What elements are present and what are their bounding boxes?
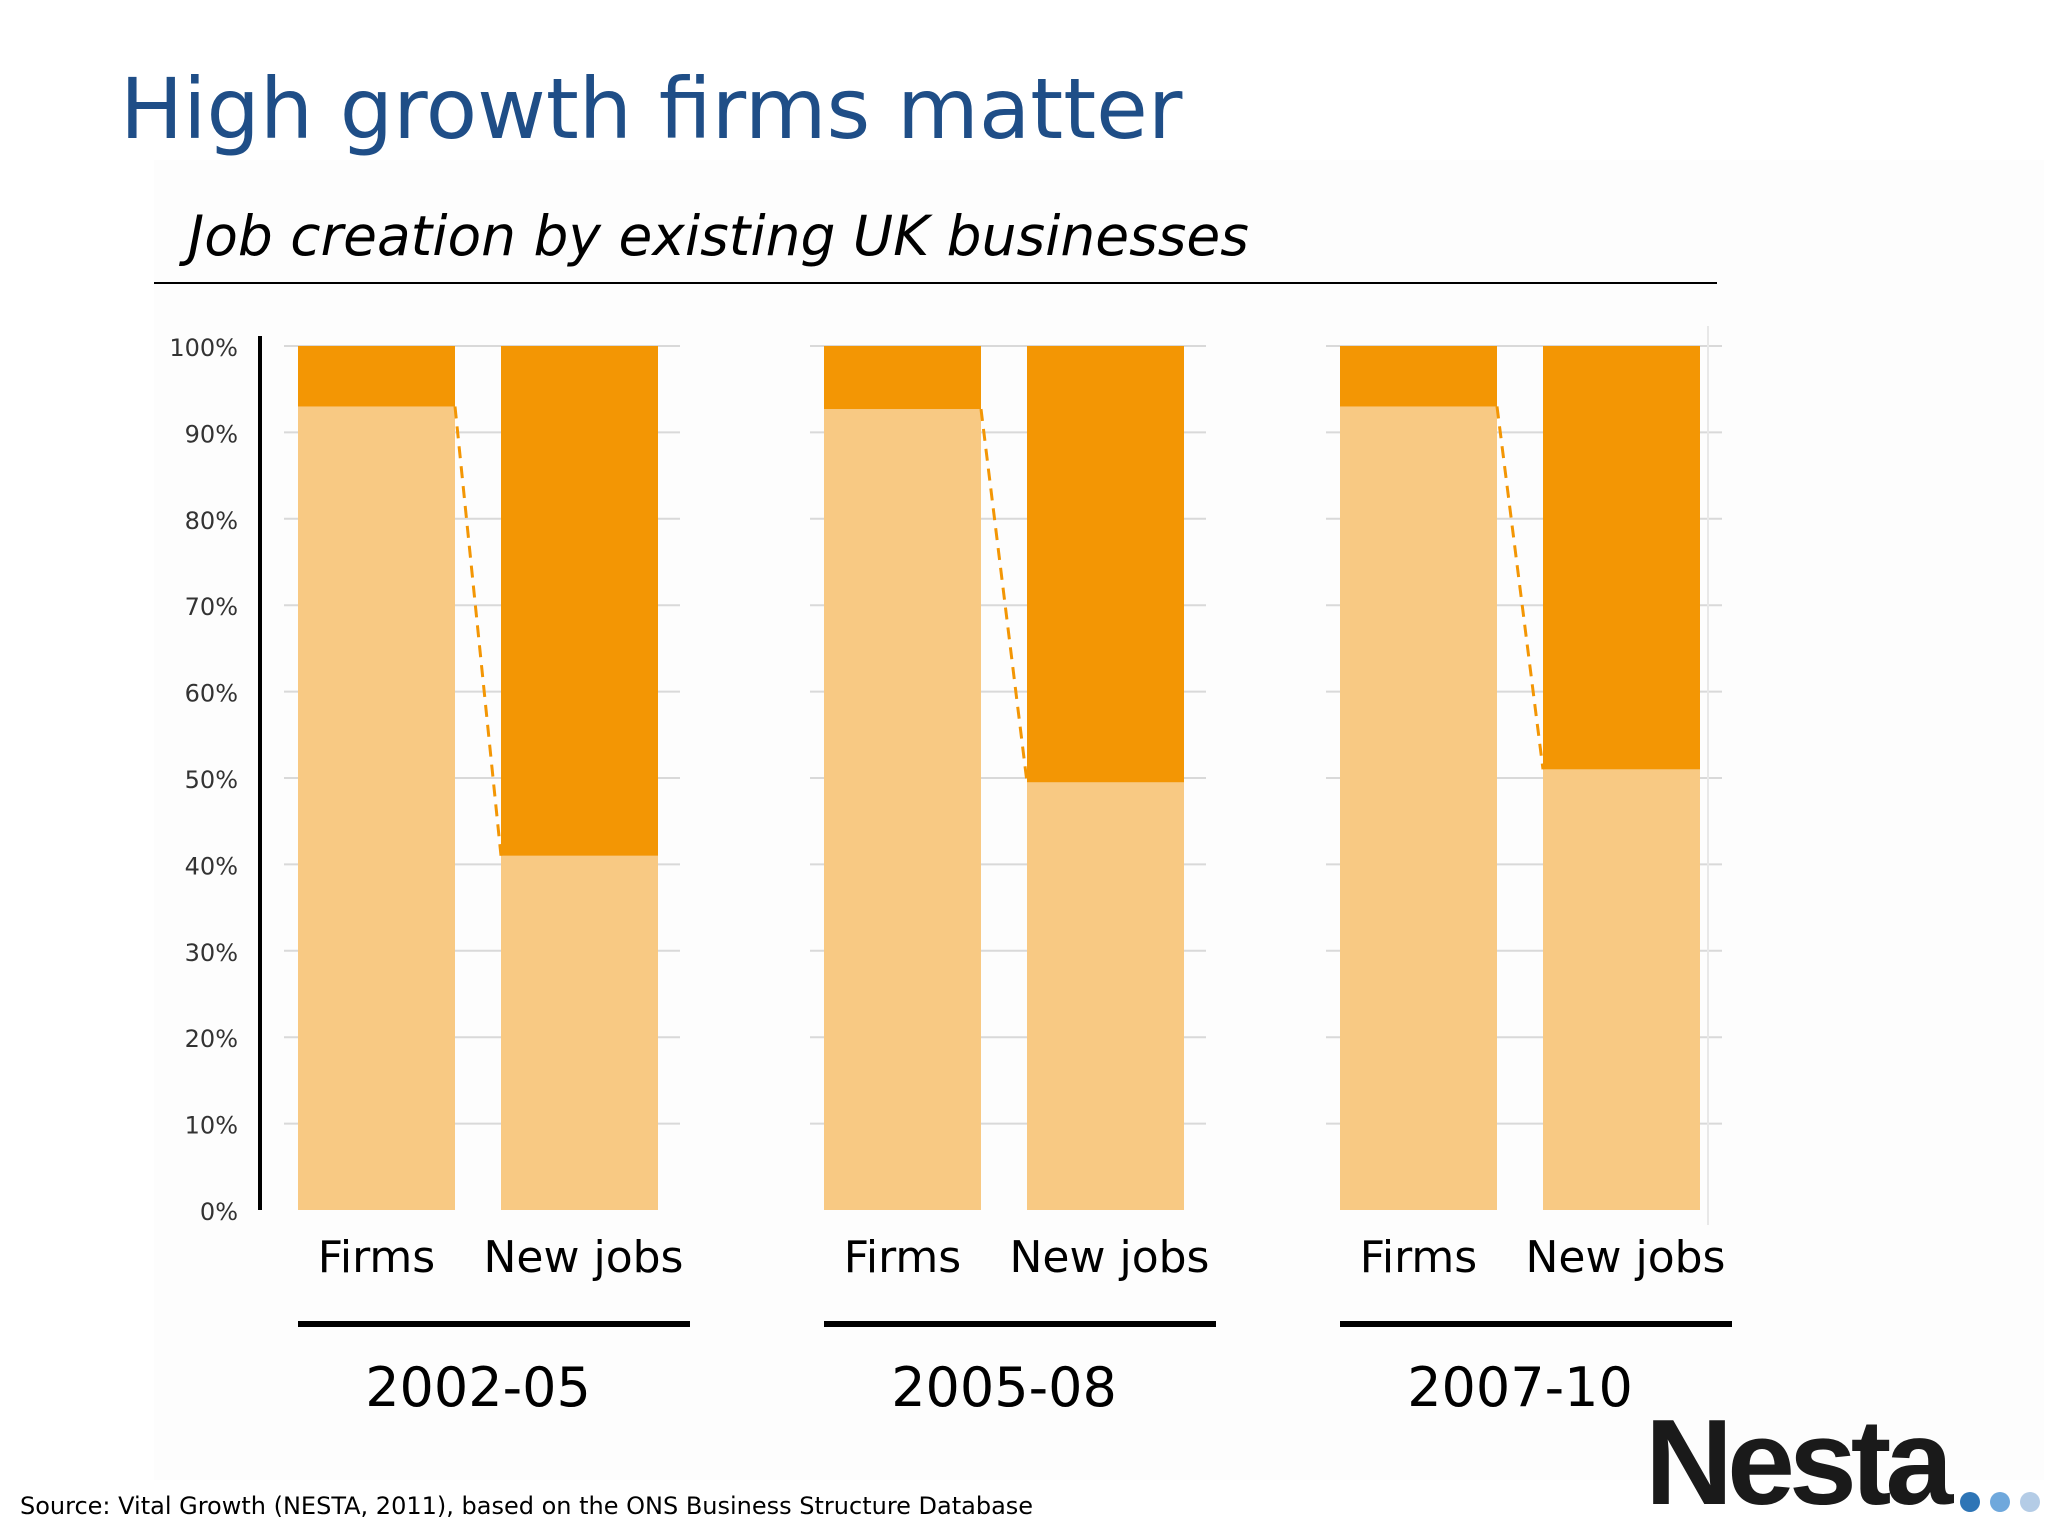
category-label: New jobs xyxy=(483,1232,684,1283)
y-tick-label: 60% xyxy=(185,680,238,708)
group-label: 2005-08 xyxy=(891,1356,1117,1419)
chart-subtitle: Job creation by existing UK businesses xyxy=(188,204,1249,268)
group-divider xyxy=(1340,1321,1732,1327)
y-tick-label: 80% xyxy=(185,507,238,535)
logo-dot xyxy=(1960,1492,1980,1512)
dashed-connector xyxy=(1495,406,1545,770)
y-tick-label: 20% xyxy=(185,1025,238,1053)
category-label: Firms xyxy=(843,1232,962,1283)
y-tick-label: 100% xyxy=(169,334,238,362)
bar-segment-upper xyxy=(824,346,981,410)
bar-segment-lower xyxy=(298,406,455,1211)
bar-segment-lower xyxy=(1340,406,1497,1211)
group-label: 2007-10 xyxy=(1407,1356,1633,1419)
y-tick-label: 40% xyxy=(185,852,238,880)
y-tick-label: 50% xyxy=(185,766,238,794)
nesta-logo: Nesta xyxy=(1645,1394,2045,1530)
group-divider xyxy=(824,1321,1216,1327)
group-label: 2002-05 xyxy=(365,1356,591,1419)
y-tick-label: 0% xyxy=(200,1198,238,1226)
bar-segment-upper xyxy=(1340,346,1497,407)
y-tick-label: 70% xyxy=(185,593,238,621)
y-tick-label: 10% xyxy=(185,1112,238,1140)
dashed-connector xyxy=(453,406,503,856)
category-label: New jobs xyxy=(1009,1232,1210,1283)
bar-segment-lower xyxy=(1543,769,1700,1210)
logo-dot xyxy=(2020,1492,2040,1512)
bar-segment-lower xyxy=(1027,782,1184,1210)
bar-segment-upper xyxy=(501,346,658,856)
y-tick-label: 90% xyxy=(185,420,238,448)
bar-segment-lower xyxy=(824,409,981,1210)
bar-segment-upper xyxy=(298,346,455,407)
category-label: Firms xyxy=(317,1232,436,1283)
logo-dot xyxy=(1990,1492,2010,1512)
logo-wordmark: Nesta xyxy=(1645,1394,1953,1530)
source-note: Source: Vital Growth (NESTA, 2011), base… xyxy=(20,1492,1034,1520)
category-label: New jobs xyxy=(1525,1232,1726,1283)
category-label: Firms xyxy=(1359,1232,1478,1283)
dashed-connector xyxy=(979,408,1029,783)
slide-title: High growth firms matter xyxy=(120,60,1183,158)
y-tick-label: 30% xyxy=(185,939,238,967)
subtitle-divider xyxy=(154,282,1717,284)
bar-segment-upper xyxy=(1027,346,1184,783)
bar-segment-upper xyxy=(1543,346,1700,770)
group-divider xyxy=(298,1321,690,1327)
bar-segment-lower xyxy=(501,855,658,1210)
